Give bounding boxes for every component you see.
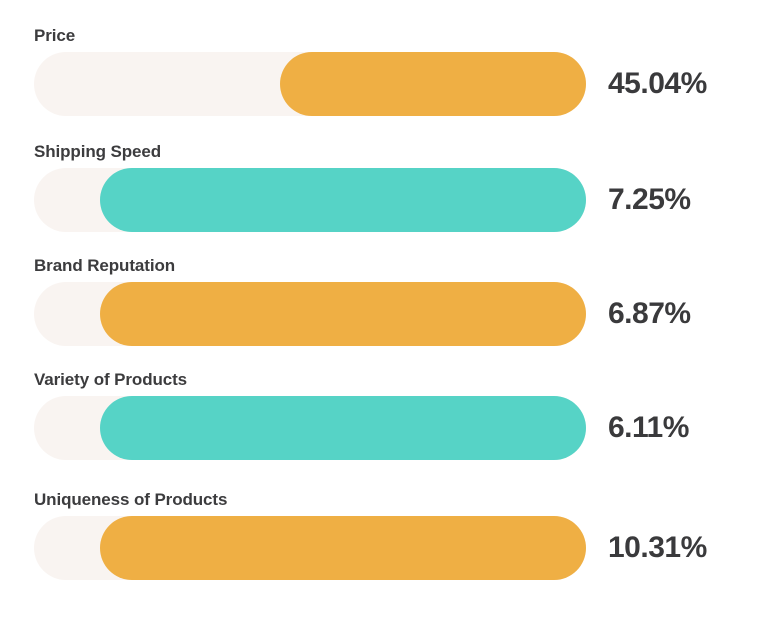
bar-value-label: 10.31% <box>608 531 707 564</box>
bar-value-label: 6.87% <box>608 297 691 330</box>
bar-category-label: Variety of Products <box>34 370 188 389</box>
bar-value-label: 6.11% <box>608 411 689 444</box>
bar-value-label: 7.25% <box>608 183 691 216</box>
bar-category-label: Uniqueness of Products <box>34 490 228 509</box>
bar-fill <box>100 168 586 232</box>
bar-fill <box>100 282 586 346</box>
bar-category-label: Price <box>34 26 76 45</box>
bar-value-label: 45.04% <box>608 67 707 100</box>
bar-category-label: Shipping Speed <box>34 142 162 161</box>
bar-category-label: Brand Reputation <box>34 256 176 275</box>
bar-fill <box>100 516 586 580</box>
bar-container <box>34 396 586 460</box>
bar-fill <box>279 52 586 116</box>
bar-container <box>34 168 586 232</box>
bar-container <box>34 516 586 580</box>
bar-container <box>34 52 586 116</box>
bar-container <box>34 282 586 346</box>
bar-fill <box>100 396 586 460</box>
